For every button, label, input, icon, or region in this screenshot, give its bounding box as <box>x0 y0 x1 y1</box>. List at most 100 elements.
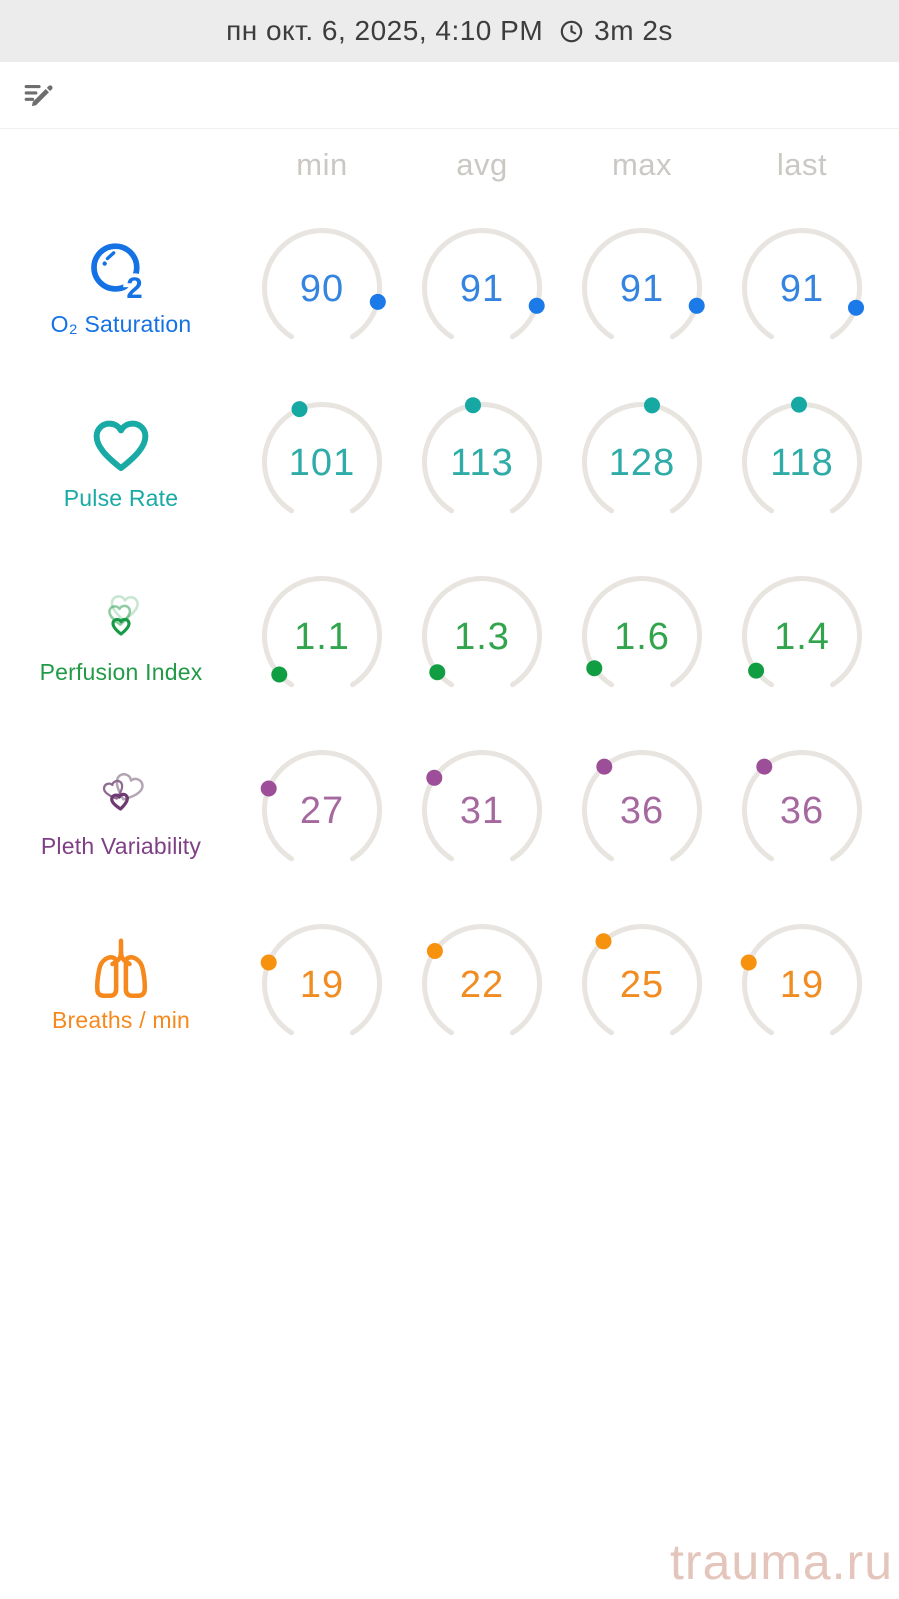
gauge-pleth-variability-last: 36 <box>735 743 869 877</box>
metric-label-breaths-per-min: Breaths / min <box>52 934 190 1034</box>
edit-note-icon <box>22 77 56 114</box>
gauge-value: 91 <box>460 268 504 310</box>
metric-label-perfusion-index: Perfusion Index <box>40 586 203 686</box>
gauge-value: 1.6 <box>614 616 670 658</box>
clock-icon <box>558 18 585 45</box>
column-header-avg: avg <box>456 147 508 182</box>
gauge-breaths-per-min-last: 19 <box>735 917 869 1051</box>
gauge-pleth-variability-avg: 31 <box>415 743 549 877</box>
gauge-track <box>742 750 862 862</box>
gauge-o2-saturation-last: 91 <box>735 221 869 355</box>
watermark: trauma.ru <box>670 1534 893 1590</box>
gauge-o2-saturation-min: 90 <box>255 221 389 355</box>
metric-label-pleth-variability: Pleth Variability <box>41 760 201 860</box>
gauge-value: 36 <box>620 790 664 832</box>
edit-note-button[interactable] <box>16 72 62 118</box>
metric-row-pulse-rate: Pulse Rate 101 113 128 118 <box>0 375 899 549</box>
gauge-value: 113 <box>450 442 514 484</box>
gauge-dot <box>595 933 612 950</box>
metric-row-o2-saturation: 2 O₂ Saturation 90 91 91 91 <box>0 201 899 375</box>
gauge-dot <box>260 780 277 797</box>
heart-icon <box>85 412 157 480</box>
gauge-value: 91 <box>780 268 824 310</box>
gauge-dot <box>848 299 864 316</box>
gauge-perfusion-index-min: 1.1 <box>255 569 389 703</box>
metric-row-pleth-variability: Pleth Variability 27 31 36 36 <box>0 723 899 897</box>
gauge-dot <box>429 664 446 681</box>
gauge-value: 1.1 <box>294 616 350 658</box>
gauge-track <box>582 402 702 514</box>
gauge-value: 1.4 <box>774 616 830 658</box>
column-header-last: last <box>776 147 828 182</box>
session-title: пн окт. 6, 2025, 4:10 PM 3m 2s <box>226 15 673 47</box>
header-bar: пн окт. 6, 2025, 4:10 PM 3m 2s <box>0 0 899 62</box>
gauge-track <box>422 750 542 862</box>
overlap-hearts-icon <box>81 760 161 828</box>
gauge-o2-saturation-max: 91 <box>575 221 709 355</box>
metric-row-perfusion-index: Perfusion Index 1.1 1.3 1.6 1.4 <box>0 549 899 723</box>
gauge-value: 91 <box>620 268 664 310</box>
gauge-value: 90 <box>300 268 344 310</box>
gauge-value: 128 <box>609 442 675 484</box>
gauge-track <box>742 924 862 1036</box>
gauge-dot <box>271 666 288 683</box>
gauge-value: 101 <box>289 442 355 484</box>
column-header-min: min <box>296 147 348 182</box>
metric-label-pulse-rate: Pulse Rate <box>64 412 179 512</box>
gauge-perfusion-index-avg: 1.3 <box>415 569 549 703</box>
session-date: пн окт. 6, 2025, 4:10 PM <box>226 15 544 46</box>
gauge-pleth-variability-min: 27 <box>255 743 389 877</box>
metric-row-breaths-per-min: Breaths / min 19 22 25 19 <box>0 897 899 1071</box>
metric-name: Pulse Rate <box>63 485 179 511</box>
gauge-value: 19 <box>300 964 344 1006</box>
metric-name: Breaths / min <box>51 1007 191 1033</box>
o2-bubble-icon: 2 <box>85 238 157 306</box>
gauge-track <box>262 924 382 1036</box>
gauge-track <box>422 402 542 514</box>
gauge-track <box>422 576 542 688</box>
gauge-dot <box>586 660 603 677</box>
gauge-dot <box>291 401 308 418</box>
gauge-value: 118 <box>770 442 834 484</box>
gauge-breaths-per-min-max: 25 <box>575 917 709 1051</box>
gauge-track <box>582 924 702 1036</box>
gauge-track <box>582 576 702 688</box>
metric-name: Pleth Variability <box>40 833 202 859</box>
gauge-track <box>262 750 382 862</box>
gauge-o2-saturation-avg: 91 <box>415 221 549 355</box>
gauge-value: 36 <box>780 790 824 832</box>
lungs-icon <box>83 934 159 1002</box>
gauge-perfusion-index-last: 1.4 <box>735 569 869 703</box>
gauge-dot <box>748 662 765 679</box>
gauge-dot <box>596 758 613 775</box>
gauge-pulse-rate-max: 128 <box>575 395 709 529</box>
gauge-breaths-per-min-min: 19 <box>255 917 389 1051</box>
gauge-dot <box>369 293 386 310</box>
gauge-track <box>262 576 382 688</box>
gauge-dot <box>740 954 757 971</box>
metrics-grid: min avg max last 2 O₂ Saturation 90 91 <box>0 128 899 1071</box>
column-header-row: min avg max last <box>0 129 899 201</box>
gauge-dot <box>644 397 660 414</box>
nested-hearts-icon <box>83 586 159 654</box>
gauge-pulse-rate-min: 101 <box>255 395 389 529</box>
gauge-value: 19 <box>780 964 824 1006</box>
metric-name: O₂ Saturation <box>50 311 192 337</box>
gauge-dot <box>426 943 443 959</box>
gauge-track <box>742 576 862 688</box>
gauge-value: 31 <box>460 790 504 832</box>
gauge-value: 22 <box>460 964 504 1006</box>
gauge-track <box>582 750 702 862</box>
gauge-perfusion-index-max: 1.6 <box>575 569 709 703</box>
gauge-pulse-rate-avg: 113 <box>415 395 549 529</box>
gauge-pulse-rate-last: 118 <box>735 395 869 529</box>
gauge-dot <box>465 397 481 414</box>
gauge-track <box>262 402 382 514</box>
toolbar <box>0 62 899 128</box>
column-header-max: max <box>611 147 673 182</box>
metric-name: Perfusion Index <box>39 659 203 685</box>
gauge-track <box>422 924 542 1036</box>
gauge-value: 27 <box>300 790 344 832</box>
gauge-dot <box>791 396 807 413</box>
